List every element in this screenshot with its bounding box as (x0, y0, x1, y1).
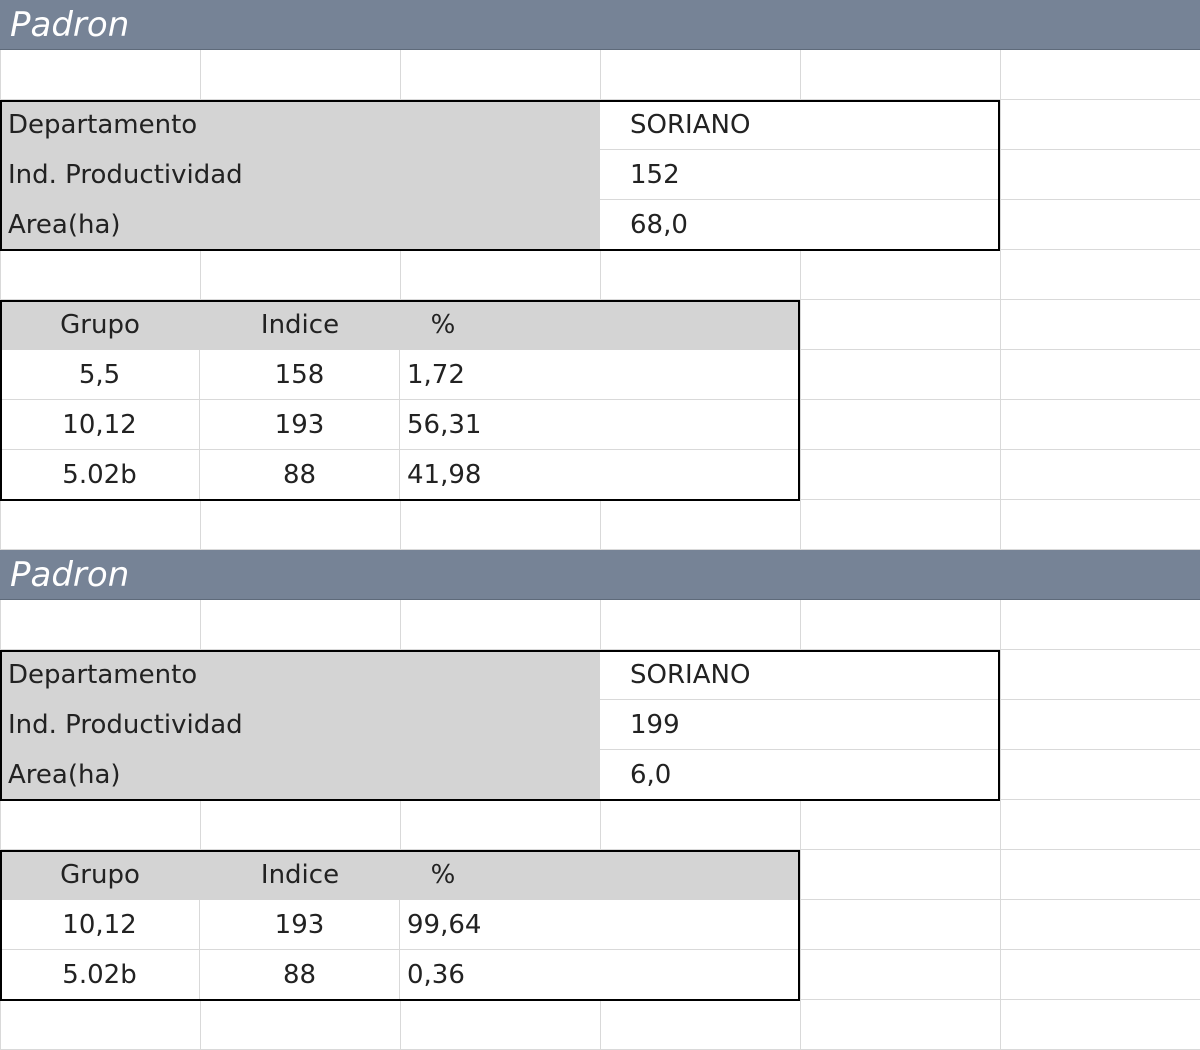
info-label: Area(ha) (0, 750, 600, 800)
info-label: Ind. Productividad (0, 700, 600, 750)
table-cell: 88 (200, 450, 400, 500)
info-value: SORIANO (600, 650, 1000, 700)
table-header: Grupo (60, 860, 140, 890)
info-label: Departamento (0, 100, 600, 150)
table-cell: 41,98 (400, 450, 800, 500)
info-value: SORIANO (600, 100, 1000, 150)
table-header-bg (0, 300, 800, 350)
table-cell: 158 (200, 350, 400, 400)
table-cell: 5.02b (0, 950, 200, 1000)
info-value: 68,0 (600, 200, 1000, 250)
table-header: Grupo (60, 310, 140, 340)
table-cell: 1,72 (400, 350, 800, 400)
table-cell: 56,31 (400, 400, 800, 450)
info-label: Ind. Productividad (0, 150, 600, 200)
info-value: 199 (600, 700, 1000, 750)
table-cell: 193 (200, 900, 400, 950)
section-title: Padron (0, 550, 1200, 600)
table-cell: 10,12 (0, 400, 200, 450)
table-cell: 5,5 (0, 350, 200, 400)
table-cell: 99,64 (400, 900, 800, 950)
info-value: 152 (600, 150, 1000, 200)
table-cell: 10,12 (0, 900, 200, 950)
info-label: Departamento (0, 650, 600, 700)
table-cell: 0,36 (400, 950, 800, 1000)
info-label: Area(ha) (0, 200, 600, 250)
section-title: Padron (0, 0, 1200, 50)
info-value: 6,0 (600, 750, 1000, 800)
table-header-bg (0, 850, 800, 900)
table-cell: 193 (200, 400, 400, 450)
table-cell: 5.02b (0, 450, 200, 500)
table-cell: 88 (200, 950, 400, 1000)
table-header: Indice (260, 860, 340, 890)
table-header: % (430, 860, 456, 890)
table-header: % (430, 310, 456, 340)
table-header: Indice (260, 310, 340, 340)
